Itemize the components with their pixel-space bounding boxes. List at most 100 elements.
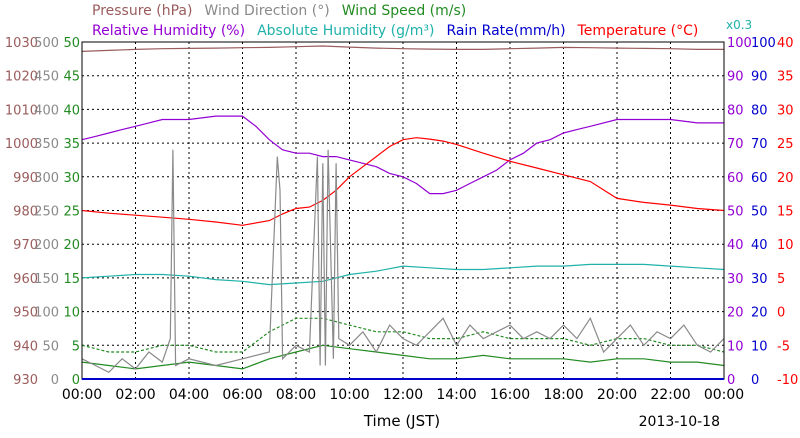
y-tick-label: 250 bbox=[34, 205, 59, 220]
y-tick-label: 50 bbox=[63, 36, 80, 51]
x-tick-label: 00:00 bbox=[62, 387, 102, 403]
y-tick-label: 10 bbox=[777, 238, 794, 253]
y-tick-label: 20 bbox=[727, 306, 744, 321]
y-tick-label: 35 bbox=[777, 70, 794, 85]
y-tick-label: 400 bbox=[34, 103, 59, 118]
y-tick-label: 15 bbox=[777, 205, 794, 220]
y-tick-label: -5 bbox=[777, 339, 790, 354]
series-line bbox=[81, 115, 724, 195]
x-tick-label: 06:00 bbox=[222, 387, 262, 403]
y-tick-label: 90 bbox=[751, 70, 768, 85]
y-tick-label: 25 bbox=[777, 137, 794, 152]
series-line bbox=[81, 317, 725, 353]
y-tick-label: 40 bbox=[777, 36, 794, 51]
y-tick-label: 80 bbox=[751, 103, 768, 118]
y-tick-label: 0 bbox=[72, 373, 80, 388]
x-tick-label: 12:00 bbox=[383, 387, 423, 403]
y-tick-label: 15 bbox=[63, 272, 80, 287]
y-tick-label: 20 bbox=[63, 238, 80, 253]
y-tick-label: 5 bbox=[777, 272, 785, 287]
series-layer bbox=[81, 45, 725, 374]
y-tick-label: 500 bbox=[34, 36, 59, 51]
y-tick-label: 45 bbox=[63, 70, 80, 85]
y-tick-label: 980 bbox=[13, 205, 38, 220]
y-tick-label: 35 bbox=[63, 137, 80, 152]
x-tick-label: 18:00 bbox=[543, 387, 583, 403]
y-tick-label: 40 bbox=[727, 238, 744, 253]
y-tick-label: 30 bbox=[727, 272, 744, 287]
y-tick-label: 940 bbox=[13, 339, 38, 354]
y-tick-label: -10 bbox=[777, 373, 798, 388]
legend-bottom-item: Rain Rate(mm/h) bbox=[446, 23, 565, 39]
legend-top-item: Wind Speed (m/s) bbox=[342, 3, 467, 19]
y-tick-label: 20 bbox=[777, 171, 794, 186]
y-tick-label: 0 bbox=[777, 306, 785, 321]
x-tick-label: 10:00 bbox=[329, 387, 369, 403]
y-tick-label: 25 bbox=[63, 205, 80, 220]
grid bbox=[82, 42, 724, 379]
series-line bbox=[81, 344, 725, 370]
y-tick-label: 50 bbox=[727, 205, 744, 220]
y-tick-label: 100 bbox=[34, 306, 59, 321]
y-tick-label: 50 bbox=[42, 339, 59, 354]
y-tick-label: 960 bbox=[13, 272, 38, 287]
y-tick-label: 10 bbox=[751, 339, 768, 354]
x-tick-label: 16:00 bbox=[490, 387, 530, 403]
y-tick-label: 0 bbox=[751, 373, 759, 388]
x-tick-label: 20:00 bbox=[597, 387, 637, 403]
axes: 1030102010101000990980970960950940930500… bbox=[5, 36, 798, 430]
y-tick-label: 90 bbox=[727, 70, 744, 85]
y-tick-label: 1010 bbox=[5, 103, 38, 118]
y-tick-label: 80 bbox=[727, 103, 744, 118]
y-tick-label: 970 bbox=[13, 238, 38, 253]
y-tick-label: 100 bbox=[727, 36, 752, 51]
y-tick-label: 50 bbox=[751, 205, 768, 220]
y-tick-label: 60 bbox=[751, 171, 768, 186]
y-tick-label: 1000 bbox=[5, 137, 38, 152]
legend-top-item: Pressure (hPa) bbox=[92, 3, 192, 19]
y-tick-label: 990 bbox=[13, 171, 38, 186]
legend: Pressure (hPa) Wind Direction (°) Wind Spe… bbox=[92, 3, 752, 39]
x-tick-label: 08:00 bbox=[276, 387, 316, 403]
x-tick-label: 00:00 bbox=[704, 387, 744, 403]
y-tick-label: 30 bbox=[751, 272, 768, 287]
y-tick-label: 300 bbox=[34, 171, 59, 186]
x-tick-label: 22:00 bbox=[650, 387, 690, 403]
legend-bottom-item: Absolute Humidity (g/m³) bbox=[257, 23, 434, 39]
y-tick-label: 1030 bbox=[5, 36, 38, 51]
legend-top-item: Wind Direction (°) bbox=[204, 3, 329, 19]
y-tick-label: 930 bbox=[13, 373, 38, 388]
y-tick-label: 10 bbox=[727, 339, 744, 354]
x-tick-label: 04:00 bbox=[169, 387, 209, 403]
y-tick-label: 60 bbox=[727, 171, 744, 186]
date-label: 2013-10-18 bbox=[639, 414, 720, 430]
y-tick-label: 70 bbox=[751, 137, 768, 152]
series-line bbox=[81, 137, 725, 226]
x-tick-label: 14:00 bbox=[436, 387, 476, 403]
series-line bbox=[81, 263, 725, 286]
abs-humidity-scale-note: x0.3 bbox=[726, 18, 752, 32]
y-tick-label: 0 bbox=[727, 373, 735, 388]
y-tick-label: 20 bbox=[751, 306, 768, 321]
y-tick-label: 450 bbox=[34, 70, 59, 85]
x-tick-label: 02:00 bbox=[115, 387, 155, 403]
y-tick-label: 70 bbox=[727, 137, 744, 152]
y-tick-label: 1020 bbox=[5, 70, 38, 85]
y-tick-label: 950 bbox=[13, 306, 38, 321]
series-line bbox=[81, 45, 724, 52]
y-tick-label: 5 bbox=[72, 339, 80, 354]
y-tick-label: 150 bbox=[34, 272, 59, 287]
x-axis-title: Time (JST) bbox=[363, 412, 440, 430]
y-tick-label: 40 bbox=[751, 238, 768, 253]
y-tick-label: 200 bbox=[34, 238, 59, 253]
y-tick-label: 100 bbox=[751, 36, 776, 51]
y-tick-label: 10 bbox=[63, 306, 80, 321]
series-line bbox=[81, 149, 725, 374]
y-tick-label: 30 bbox=[777, 103, 794, 118]
legend-bottom-item: Temperature (°C) bbox=[577, 23, 699, 39]
y-tick-label: 0 bbox=[51, 373, 59, 388]
y-tick-label: 350 bbox=[34, 137, 59, 152]
y-tick-label: 40 bbox=[63, 103, 80, 118]
